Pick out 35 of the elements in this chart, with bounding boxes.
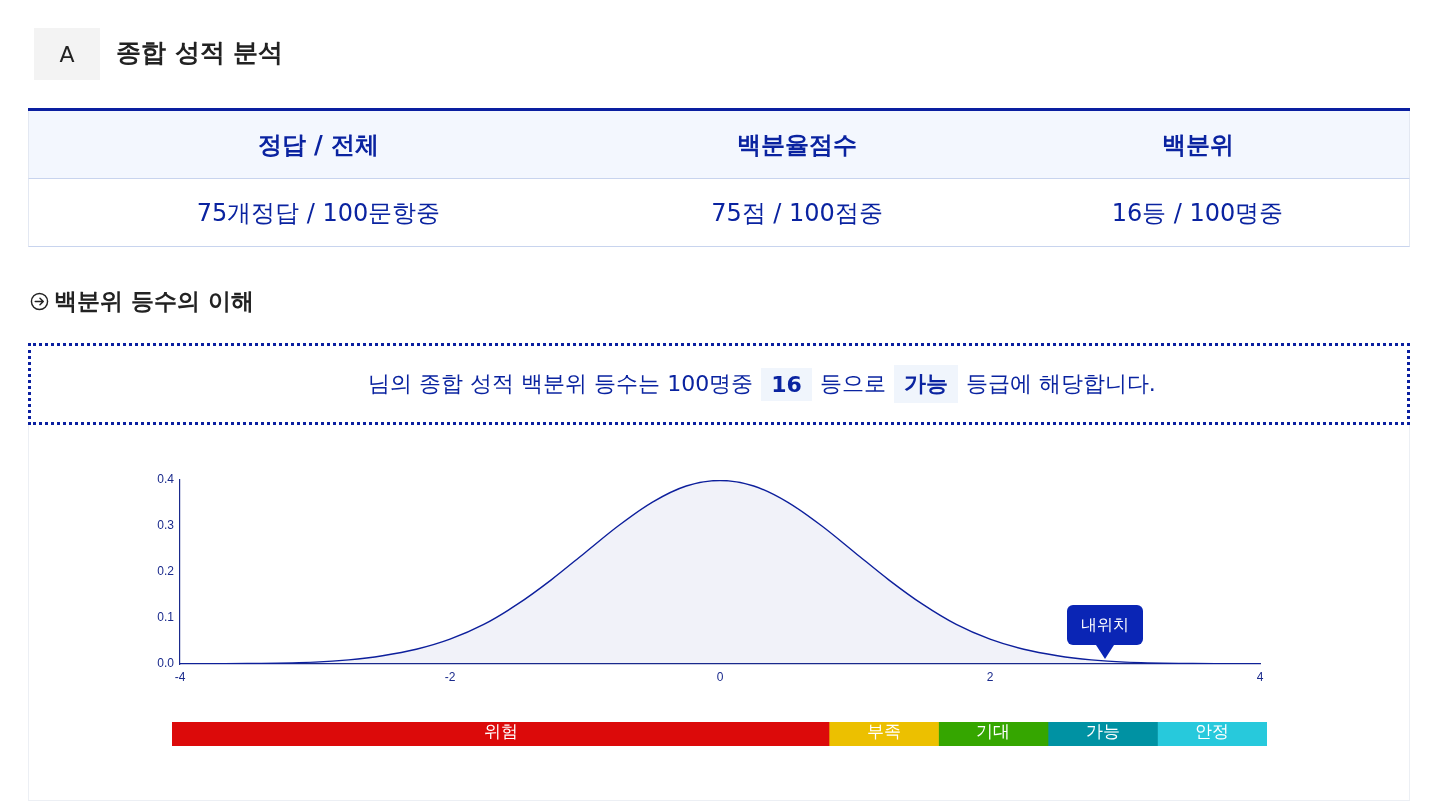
bar: [1157, 722, 1267, 746]
text: 백분율점수: [608, 111, 986, 179]
text: 16: [761, 367, 812, 401]
text: 백분위: [986, 111, 1410, 179]
series-label: 기대: [976, 721, 1011, 742]
y-tick-label: 0.3: [157, 518, 175, 533]
text: 정답 / 전체: [28, 111, 608, 179]
bar: [1047, 722, 1158, 746]
text: 가능: [893, 365, 958, 403]
x-tick-label: 4: [1256, 669, 1264, 684]
y-tick-label: 0.0: [157, 656, 175, 671]
x-tick-label: 2: [986, 669, 994, 684]
text: A: [34, 28, 100, 80]
text: 님의 종합 성적 백분위 등수는 100명중: [368, 370, 754, 398]
text: 16등 / 100명중: [986, 179, 1410, 247]
series-label: 부족: [866, 721, 901, 742]
annotation: 내위치: [1066, 605, 1143, 646]
x-tick-label: -2: [444, 669, 456, 684]
y-tick-label: 0.1: [157, 610, 175, 625]
chart-subtitle: 백분위 등수의 이해: [54, 287, 255, 316]
y-tick-label: 0.2: [157, 564, 175, 579]
series-label: 위험: [483, 721, 518, 742]
series-label: 안정: [1195, 721, 1230, 742]
series-label: 가능: [1085, 721, 1120, 742]
text: 등으로: [819, 370, 886, 398]
text: 75점 / 100점중: [608, 179, 986, 247]
chart-title: 종합 성적 분석: [116, 37, 284, 69]
bar: [172, 722, 830, 746]
y-tick-label: 0.4: [157, 472, 175, 487]
x-tick-label: -4: [174, 669, 186, 684]
bar: [938, 722, 1049, 746]
text: 75개정답 / 100문항중: [28, 179, 608, 247]
text: 등급에 해당합니다.: [965, 370, 1156, 398]
bar: [828, 722, 939, 746]
x-tick-label: 0: [716, 669, 724, 684]
